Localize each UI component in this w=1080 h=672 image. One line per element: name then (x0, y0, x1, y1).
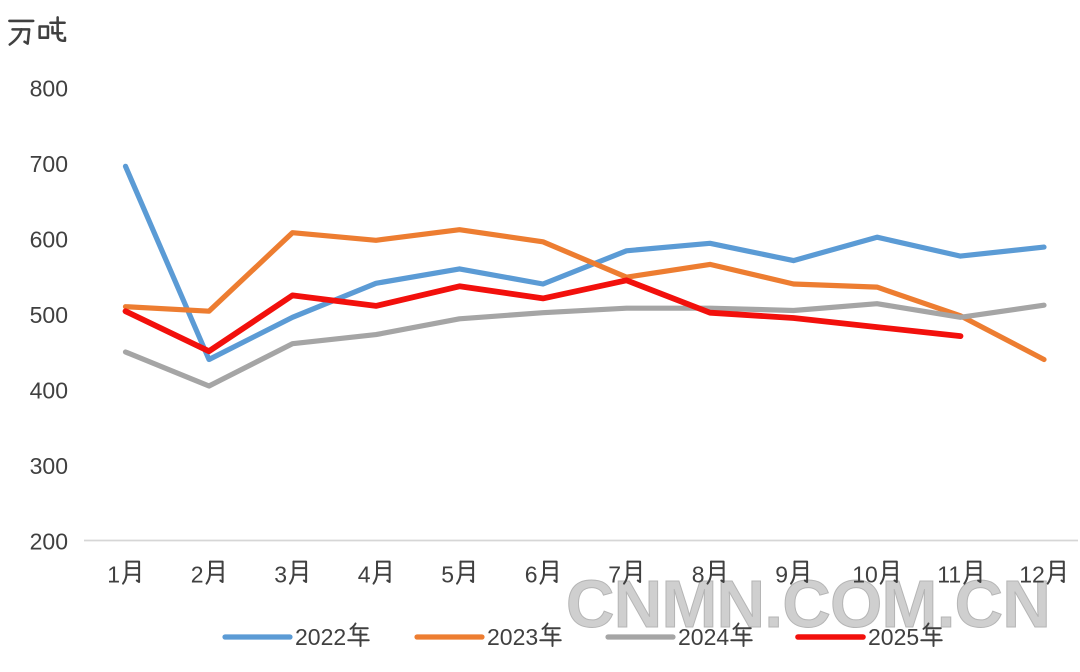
svg-text:2: 2 (191, 562, 204, 588)
svg-text:7: 7 (608, 562, 621, 588)
svg-text:700: 700 (30, 151, 68, 177)
svg-text:1: 1 (107, 562, 120, 588)
svg-text:2022: 2022 (295, 624, 346, 650)
svg-text:8: 8 (692, 562, 705, 588)
svg-text:2024: 2024 (678, 624, 729, 650)
svg-text:3: 3 (274, 562, 287, 588)
svg-text:500: 500 (30, 302, 68, 328)
svg-text:2025: 2025 (868, 624, 919, 650)
svg-text:200: 200 (30, 529, 68, 555)
svg-text:4: 4 (358, 562, 371, 588)
svg-text:400: 400 (30, 378, 68, 404)
svg-text:11: 11 (937, 562, 961, 588)
svg-text:CNMN.COM.CN: CNMN.COM.CN (566, 567, 1050, 642)
svg-text:6: 6 (525, 562, 538, 588)
svg-text:600: 600 (30, 227, 68, 253)
svg-text:800: 800 (30, 76, 68, 102)
svg-text:5: 5 (441, 562, 454, 588)
svg-text:2023: 2023 (487, 624, 538, 650)
svg-text:9: 9 (775, 562, 788, 588)
svg-text:300: 300 (30, 453, 68, 479)
svg-text:10: 10 (852, 562, 878, 588)
svg-text:12: 12 (1019, 562, 1045, 588)
